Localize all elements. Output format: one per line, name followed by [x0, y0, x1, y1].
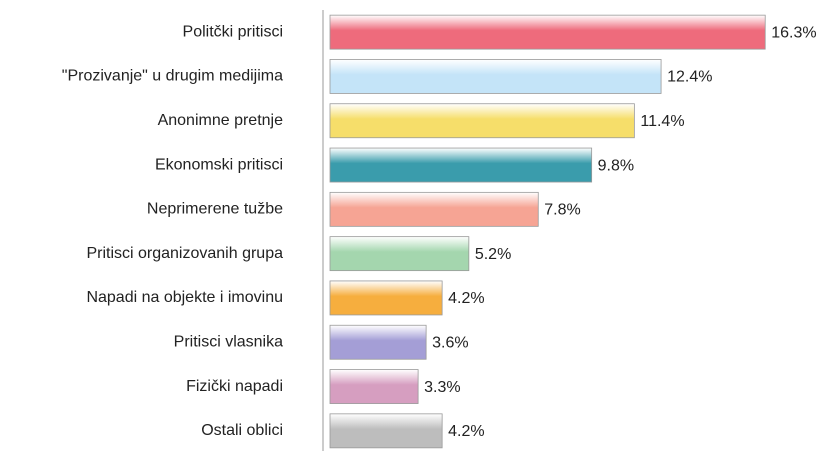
value-label: 3.3% [424, 379, 460, 396]
category-label: Anonimne pretnje [158, 112, 284, 129]
value-label: 4.2% [448, 290, 484, 307]
category-label: Ekonomski pritisci [155, 156, 283, 173]
value-label: 4.2% [448, 423, 484, 440]
category-label: Napadi na objekte i imovinu [86, 289, 283, 306]
category-label: Politčki pritisci [183, 23, 283, 40]
value-label: 9.8% [598, 157, 634, 174]
value-label: 7.8% [544, 202, 580, 219]
category-label: Fizički napadi [186, 378, 283, 395]
bar [329, 324, 427, 360]
bar [329, 191, 539, 227]
bar [329, 147, 593, 183]
value-label: 12.4% [667, 69, 712, 86]
bar [329, 369, 419, 404]
category-label: Pritisci organizovanih grupa [86, 245, 283, 262]
category-label: Pritisci vlasnika [174, 333, 283, 350]
value-label: 5.2% [475, 246, 511, 263]
bar [329, 280, 443, 316]
category-label: Ostali oblici [201, 422, 283, 439]
bar [329, 59, 662, 94]
value-label: 11.4% [640, 113, 684, 130]
bar [329, 236, 470, 272]
bar [329, 103, 635, 139]
bar [329, 413, 443, 449]
value-label: 16.3% [771, 24, 816, 41]
category-label: "Prozivanje" u drugim medijima [62, 68, 283, 85]
bar [329, 14, 766, 50]
category-label: Neprimerene tužbe [147, 201, 283, 218]
value-label: 3.6% [432, 334, 468, 351]
